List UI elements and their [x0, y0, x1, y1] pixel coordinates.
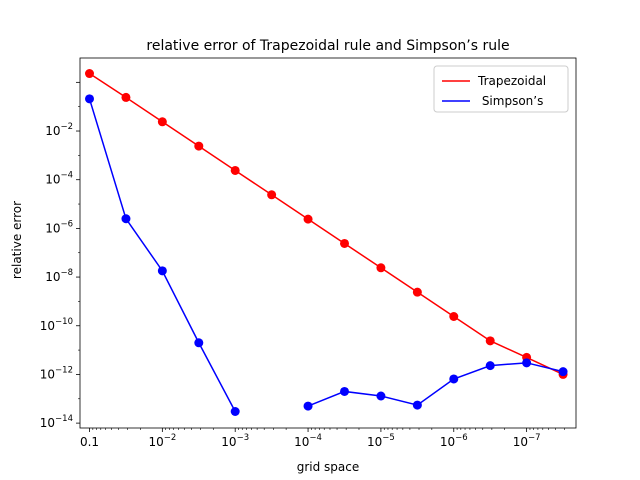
data-point-trapezoidal-5	[230, 165, 240, 175]
y-tick-label: 10−12	[40, 365, 73, 381]
data-point-trapezoidal-9	[376, 263, 386, 273]
data-point-simpson-s-10	[449, 374, 459, 384]
plot-frame	[79, 57, 577, 429]
x-tick-label: 10−4	[294, 433, 322, 449]
data-point-simpson-s-11	[485, 361, 495, 371]
data-point-trapezoidal-7	[303, 214, 313, 224]
data-point-trapezoidal-11	[449, 312, 459, 321]
data-point-simpson-s-9	[412, 400, 422, 410]
y-axis-label: relative error	[10, 201, 24, 279]
data-point-trapezoidal-3	[157, 117, 167, 127]
data-point-trapezoidal-1	[85, 69, 94, 79]
x-tick-label: 10−5	[367, 433, 395, 449]
series-line-simpson-s-2	[307, 362, 564, 407]
series-line-trapezoidal	[89, 72, 564, 376]
data-point-trapezoidal-4	[194, 141, 204, 151]
y-tick-label: 10−6	[45, 219, 73, 235]
x-axis-label: grid space	[297, 460, 360, 474]
series-layer	[85, 69, 568, 416]
data-point-trapezoidal-2	[121, 92, 131, 102]
y-tick-label: 10−8	[45, 268, 73, 284]
x-tick-label: 10−3	[221, 433, 249, 449]
data-point-simpson-s-12	[522, 358, 532, 368]
data-point-simpson-s-5	[230, 407, 240, 416]
x-tick-label: 10−2	[148, 433, 176, 449]
legend: Trapezoidal Simpson’s	[433, 65, 569, 113]
data-point-trapezoidal-10	[412, 287, 422, 297]
data-point-simpson-s-1	[85, 94, 94, 104]
data-point-simpson-s-4	[194, 338, 204, 348]
data-point-simpson-s-2	[121, 214, 131, 224]
data-point-simpson-s-8	[376, 391, 386, 401]
legend-label-trapezoidal: Trapezoidal	[477, 74, 546, 88]
y-tick-label: 10−4	[45, 171, 73, 187]
chart-title: relative error of Trapezoidal rule and S…	[146, 38, 509, 54]
x-tick-label: 10−6	[440, 433, 468, 449]
x-tick-label: 0.1	[80, 435, 99, 449]
y-tick-label: 10−10	[40, 317, 73, 333]
data-point-trapezoidal-12	[485, 336, 495, 346]
y-tick-label: 10−14	[40, 414, 73, 430]
data-point-trapezoidal-6	[267, 190, 277, 200]
data-point-simpson-s-3	[157, 266, 167, 276]
data-point-simpson-s-7	[340, 386, 350, 396]
data-point-trapezoidal-8	[340, 238, 350, 248]
y-tick-label: 10−2	[45, 122, 73, 138]
axes-layer: 0.1 10−2 10−3 10−4 10−5 10−6 10−7 10−14 10−12 10−…	[40, 57, 577, 449]
x-tick-label: 10−7	[513, 433, 541, 449]
data-point-simpson-s-13	[558, 367, 568, 377]
data-point-simpson-s-6	[303, 401, 313, 411]
legend-label-simpson-s: Simpson’s	[478, 94, 543, 108]
